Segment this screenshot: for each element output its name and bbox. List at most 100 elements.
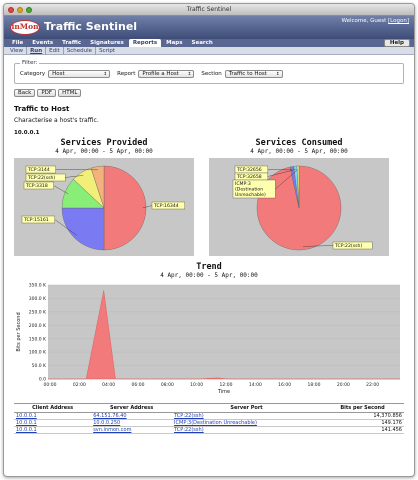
menu-search[interactable]: Search [191, 40, 213, 46]
x-tick-label: 02:00 [73, 382, 86, 388]
x-tick-label: 06:00 [132, 382, 145, 388]
y-tick-label: 250.0 K [29, 309, 47, 315]
y-tick-label: 100.0 K [29, 350, 47, 356]
html-button[interactable]: HTML [58, 89, 82, 97]
svg-text:TCP:22(ssh): TCP:22(ssh) [27, 175, 55, 181]
window-title: Traffic Sentinel [186, 6, 232, 13]
submenu-run[interactable]: Run [27, 46, 47, 55]
trend-area-chart: 0.0 50.0 K 100.0 K 150.0 K 200.0 K 250.0 K 300… [16, 283, 400, 395]
x-tick-label: 14:00 [249, 382, 262, 388]
menu-events[interactable]: Events [32, 40, 54, 46]
y-tick-label: 0.0 [39, 377, 46, 383]
svg-text:TCP:3318: TCP:3318 [25, 183, 48, 189]
server-port-link[interactable]: TCP:22(ssh) [174, 413, 204, 419]
submenu-script[interactable]: Script [99, 47, 116, 54]
services-provided-pie: TCP:16344 TCP:15161 TCP:3318 TCP:22(ssh) TCP… [14, 158, 194, 256]
y-tick-label: 300.0 K [29, 296, 47, 302]
svg-text:TCP:15161: TCP:15161 [23, 217, 49, 223]
chart-title: Services Consumed [255, 138, 343, 148]
trend-chart: Trend 4 Apr, 00:00 - 5 Apr, 00:00 0.0 50.… [14, 262, 404, 399]
client-address-link[interactable]: 10.0.0.1 [16, 413, 37, 419]
server-address-link[interactable]: 64.151.76.40 [93, 413, 127, 419]
client-address-link[interactable]: 10.0.0.1 [16, 427, 37, 433]
bits-per-second-cell: 149.176 [321, 419, 404, 427]
chart-title: Trend [196, 262, 222, 272]
pie-slice [90, 165, 105, 209]
table-row: 10.0.0.1 svn.inmon.com TCP:22(ssh) 141.4… [14, 426, 404, 434]
menu-file[interactable]: File [12, 40, 24, 46]
report-section-title: Traffic to Host [14, 105, 70, 113]
column-header[interactable]: Server Port [172, 403, 322, 413]
export-buttons: Back PDF HTML [14, 89, 404, 97]
svg-text:ICMP:3: ICMP:3 [235, 181, 251, 187]
server-port-link[interactable]: TCP:22(ssh) [174, 427, 204, 433]
report-content: Filter: Category Host ↕ Report Profile a… [4, 55, 414, 434]
app-banner: inMon Traffic Sentinel Welcome, Guest [L… [4, 16, 414, 39]
category-value: Host [52, 71, 65, 77]
server-port-link[interactable]: ICMP:3(Destination Unreachable) [174, 420, 257, 426]
menu-traffic[interactable]: Traffic [62, 40, 82, 46]
x-tick-label: 04:00 [102, 382, 115, 388]
traffic-table: Client Address Server Address Server Por… [14, 403, 404, 434]
client-address-link[interactable]: 10.0.0.1 [16, 420, 37, 426]
menu-signatures[interactable]: Signatures [90, 40, 124, 46]
report-description: Characterise a host's traffic. [14, 117, 99, 124]
trend-area-series [48, 290, 400, 380]
chart-subtitle: 4 Apr, 00:00 - 5 Apr, 00:00 [250, 148, 348, 155]
pie-slice [103, 165, 147, 251]
services-consumed-pie: TCP:22(ssh) TCP:32656TCP:32658ICMP:3(Dest… [209, 158, 389, 256]
svg-text:TCP:32658: TCP:32658 [236, 174, 262, 180]
column-header[interactable]: Server Address [91, 403, 173, 413]
x-tick-label: 08:00 [161, 382, 174, 388]
filter-legend: Filter: [20, 60, 40, 66]
table-row: 10.0.0.1 64.151.76.40 TCP:22(ssh) 14,370… [14, 412, 404, 420]
column-header[interactable]: Client Address [14, 403, 92, 413]
section-select[interactable]: Traffic to Host ↕ [224, 70, 283, 78]
pie-label: TCP:3318 [23, 181, 69, 194]
filter-row: Category Host ↕ Report Profile a Host ↕ … [20, 70, 398, 78]
pie-slice [296, 165, 300, 209]
pie-label: TCP:15161 [21, 215, 77, 236]
column-header[interactable]: Bits per Second [321, 403, 404, 413]
x-tick-label: 12:00 [220, 382, 233, 388]
services-provided-chart: Services Provided 4 Apr, 00:00 - 5 Apr, … [14, 138, 194, 256]
select-arrows-icon: ↕ [276, 72, 280, 77]
menu-maps[interactable]: Maps [166, 40, 183, 46]
chart-subtitle: 4 Apr, 00:00 - 5 Apr, 00:00 [55, 148, 153, 155]
svg-text:TCP:22(ssh): TCP:22(ssh) [334, 243, 362, 249]
y-tick-label: 50.0 K [32, 363, 47, 369]
filter-box: Filter: Category Host ↕ Report Profile a… [14, 60, 404, 84]
app-title: Traffic Sentinel [44, 20, 138, 33]
report-select[interactable]: Profile a Host ↕ [138, 70, 195, 78]
minimize-window-button[interactable] [17, 7, 23, 13]
category-select[interactable]: Host ↕ [48, 70, 111, 78]
window-titlebar: Traffic Sentinel [4, 4, 414, 16]
x-tick-label: 22:00 [366, 382, 379, 388]
back-button[interactable]: Back [14, 89, 36, 97]
submenu-edit[interactable]: Edit [46, 46, 64, 55]
pie-slice [61, 207, 105, 251]
window-controls [8, 7, 32, 13]
table-header-row: Client Address Server Address Server Por… [14, 403, 404, 413]
menu-reports[interactable]: Reports [128, 39, 162, 47]
pie-label: TCP:22(ssh) [303, 241, 373, 250]
section-label: Section [201, 71, 222, 77]
server-address-link[interactable]: svn.inmon.com [93, 427, 132, 433]
svg-text:Unreachable): Unreachable) [235, 192, 266, 198]
submenu-schedule[interactable]: Schedule [64, 46, 97, 55]
section-value: Traffic to Host [228, 71, 267, 77]
x-tick-label: 16:00 [278, 382, 291, 388]
welcome-text: Welcome, Guest [341, 18, 387, 24]
close-window-button[interactable] [8, 7, 14, 13]
y-tick-label: 200.0 K [29, 323, 47, 329]
host-address: 10.0.0.1 [14, 130, 40, 136]
x-tick-label: 10:00 [190, 382, 203, 388]
report-label: Report [117, 71, 136, 77]
server-address-link[interactable]: 10.0.0.250 [93, 420, 121, 426]
zoom-window-button[interactable] [26, 7, 32, 13]
help-button[interactable]: Help [383, 39, 410, 47]
pdf-button[interactable]: PDF [37, 89, 57, 97]
submenu-view[interactable]: View [7, 46, 28, 55]
bits-per-second-cell: 14,370.856 [321, 412, 404, 420]
logon-link[interactable]: [Logon] [388, 18, 409, 24]
